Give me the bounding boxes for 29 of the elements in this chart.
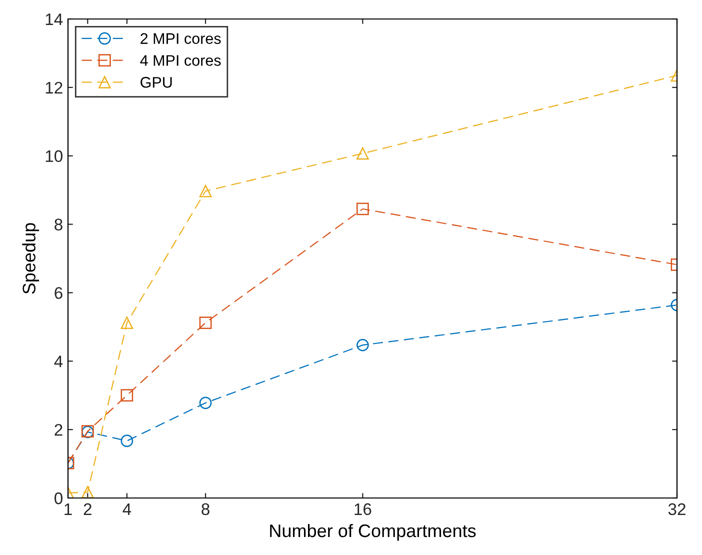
point xyxy=(199,184,212,198)
y-tick-label: 0 xyxy=(54,492,62,504)
point xyxy=(356,338,369,352)
x-tick-label: 32 xyxy=(668,503,686,516)
x-tick-label: 4 xyxy=(122,503,132,515)
y-tick-label: 6 xyxy=(54,287,62,299)
y-tick-label: 2 xyxy=(54,424,62,436)
x-tick-label: 1 xyxy=(64,503,72,515)
point xyxy=(81,486,94,498)
point xyxy=(120,389,134,402)
y-tick-label: 10 xyxy=(46,150,62,162)
x-tick-label: 16 xyxy=(354,503,372,516)
point xyxy=(199,316,212,330)
y-tick-label: 4 xyxy=(54,356,63,368)
x-tick-label: 8 xyxy=(202,503,210,516)
legend-label: 2 MPI cores xyxy=(140,33,221,44)
y-tick-label: 12 xyxy=(46,82,62,94)
y-axis-title: Speedup xyxy=(22,223,40,294)
point xyxy=(120,434,134,448)
point xyxy=(199,396,212,410)
x-tick-label: 2 xyxy=(84,503,92,515)
point xyxy=(120,316,134,330)
x-axis-title: Number of Compartments xyxy=(270,524,476,541)
legend-label: 4 MPI cores xyxy=(140,55,221,66)
y-tick-label: 14 xyxy=(46,14,63,26)
legend-label: GPU xyxy=(140,76,172,88)
point xyxy=(356,147,369,160)
y-tick-label: 8 xyxy=(54,218,62,230)
point xyxy=(356,202,369,216)
